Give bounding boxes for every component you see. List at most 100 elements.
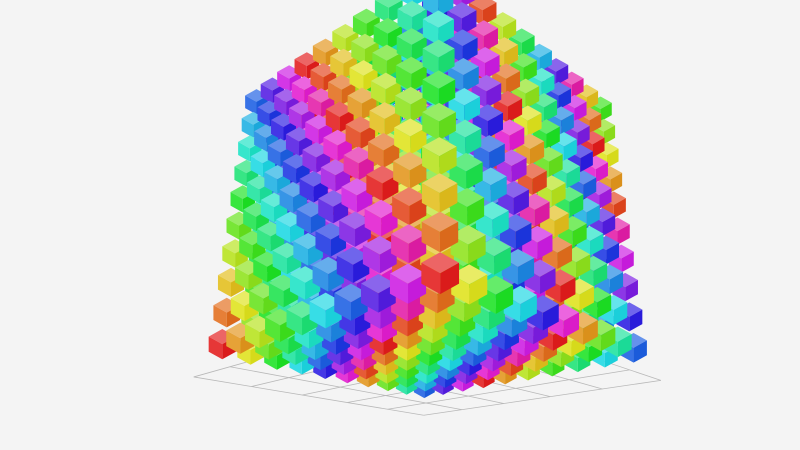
cube-face (345, 124, 361, 150)
cube-face (290, 274, 306, 300)
cube-face (250, 149, 276, 164)
cube-face (246, 182, 260, 204)
cube-face (438, 79, 456, 107)
cube-face (296, 201, 326, 218)
cube-face (450, 188, 485, 207)
cube-face (343, 56, 357, 79)
cube-face (226, 330, 241, 354)
cube-face (316, 149, 331, 173)
cube-mark (347, 87, 377, 120)
cube-face (257, 107, 270, 128)
cube-face (293, 241, 309, 266)
cube-face (389, 263, 427, 284)
cube-face (310, 70, 324, 92)
cube-face (506, 71, 521, 95)
cube-face (271, 120, 284, 141)
cube-face (328, 74, 356, 90)
cube-face (576, 254, 591, 278)
cube-face (472, 104, 503, 122)
cube-face (586, 204, 600, 227)
cube-face (532, 170, 547, 195)
cube-face (606, 148, 619, 168)
cube-face (439, 146, 457, 176)
cube-face (509, 127, 525, 152)
cube-face (542, 303, 559, 331)
cube-face (272, 250, 287, 275)
cube-face (395, 65, 412, 91)
cube-face (246, 175, 273, 190)
cube-face (358, 154, 374, 181)
cube-face (507, 98, 523, 123)
cube-face (606, 242, 620, 265)
cube-face (282, 153, 310, 169)
cube-face (543, 100, 558, 123)
cube-face (422, 19, 439, 45)
cube-face (474, 176, 491, 203)
cube-mark (312, 256, 344, 292)
cube-face (601, 191, 626, 205)
cube-face (421, 173, 458, 194)
cube-face (560, 277, 576, 303)
cube-face (309, 301, 326, 329)
cube-face (213, 305, 227, 328)
cube-face (304, 83, 317, 105)
cube-mark (422, 39, 455, 76)
cube-face (513, 105, 542, 121)
cube-face (495, 119, 525, 136)
cube-face (260, 199, 275, 223)
cube-mark (448, 87, 481, 123)
cube-face (464, 96, 481, 123)
cube-face (351, 33, 379, 50)
cube-face (566, 166, 580, 189)
cube-face (238, 141, 250, 162)
cube-face (421, 262, 441, 295)
cube-face (447, 2, 477, 19)
cube-face (461, 10, 477, 35)
cube-face (449, 119, 482, 138)
cube-face (495, 127, 510, 152)
cube-face (482, 2, 497, 26)
cube-face (335, 167, 351, 192)
cube-face (527, 113, 542, 137)
cube-mark (447, 2, 477, 35)
cube-face (546, 126, 560, 149)
cube-face (239, 237, 253, 260)
cube-face (285, 126, 313, 142)
cube-face (525, 86, 540, 109)
cube-mark (422, 137, 457, 176)
cube-face (330, 56, 344, 79)
cube-face (487, 112, 503, 138)
cube-face (589, 113, 602, 134)
cube-face (279, 189, 294, 213)
cube-face (366, 165, 399, 184)
cube-face (364, 208, 382, 237)
cube-face (336, 255, 354, 283)
cube-face (546, 81, 571, 96)
cube-face (383, 141, 400, 168)
cube-face (597, 294, 612, 318)
cube-face (554, 213, 569, 237)
cube-face (349, 67, 364, 92)
cube-face (392, 187, 427, 207)
cube-face (563, 312, 580, 338)
cube-face (323, 137, 338, 162)
cube-face (249, 290, 264, 315)
cube-mark (477, 237, 511, 275)
cube-face (438, 19, 454, 45)
cube-face (330, 48, 357, 64)
cube-face (545, 269, 576, 286)
cube-face (315, 231, 331, 257)
cube-face (310, 62, 337, 78)
cube-face (249, 282, 278, 299)
cube-face (366, 16, 380, 39)
cube-face (530, 141, 545, 165)
cube-face (465, 128, 482, 156)
cube-face (234, 166, 247, 187)
cube-face (574, 101, 587, 122)
grid-line (229, 366, 462, 411)
cube-face (439, 221, 459, 253)
cube-face (341, 186, 357, 213)
cube-face (384, 110, 400, 136)
